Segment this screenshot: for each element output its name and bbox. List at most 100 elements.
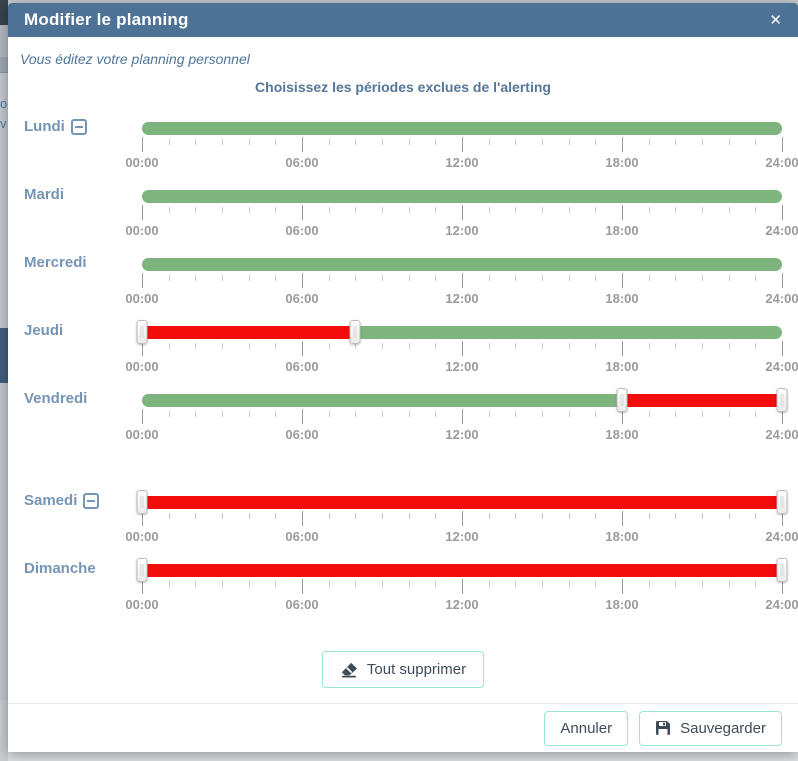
minor-tick [275,275,277,281]
slider-handle[interactable] [616,388,628,412]
minor-tick [675,275,677,281]
day-sliders-list: Lundi 00:00 06:00 12:00 18:00 24:00 Mardi 00:00… [8,113,798,623]
minor-tick [328,275,330,281]
minor-tick [542,139,543,145]
minor-tick [488,411,490,417]
time-range-slider-mercredi[interactable]: 00:00 06:00 12:00 18:00 24:00 [125,258,798,306]
tick-label: 12:00 [445,427,479,442]
edit-planning-modal: Modifier le planning ✕ Vous éditez votre… [8,3,798,752]
close-icon[interactable]: ✕ [769,11,782,29]
minor-tick [515,513,517,519]
minor-tick [408,581,410,587]
minor-tick [568,343,570,349]
minor-tick [168,411,170,417]
tick-label: 18:00 [605,291,639,306]
collapse-day-icon[interactable] [70,118,87,135]
clear-all-button[interactable]: Tout supprimer [321,651,485,688]
day-label-samedi: Samedi [24,492,78,509]
minor-tick [408,343,410,349]
tick-label: 18:00 [605,597,639,612]
slider-handle[interactable] [136,490,148,514]
tick-label: 18:00 [605,359,639,374]
time-range-slider-mardi[interactable]: 00:00 06:00 12:00 18:00 24:00 [125,190,798,238]
time-range-slider-lundi[interactable]: 00:00 06:00 12:00 18:00 24:00 [125,122,798,170]
slider-segment-active [142,122,782,135]
minor-tick [568,139,570,145]
minor-tick [568,513,570,519]
day-label-wrap-dimanche: Dimanche [24,560,96,577]
minor-tick [648,411,650,417]
minor-tick [382,411,383,417]
minor-tick [542,275,543,281]
background-band [0,700,8,761]
time-range-slider-jeudi[interactable]: 00:00 06:00 12:00 18:00 24:00 [125,320,798,374]
major-tick [462,579,463,594]
major-tick [142,273,143,288]
time-range-slider-samedi[interactable]: 00:00 06:00 12:00 18:00 24:00 [125,490,798,544]
slider-handle[interactable] [136,320,148,344]
minor-tick [755,207,757,213]
background-band [0,328,8,383]
major-tick [462,273,463,288]
minor-tick [648,581,650,587]
time-range-slider-vendredi[interactable]: 00:00 06:00 12:00 18:00 24:00 [125,388,798,442]
minor-tick [382,139,383,145]
tick-label: 06:00 [285,223,319,238]
slider-segment-active [142,394,622,407]
clear-all-label: Tout supprimer [366,661,467,678]
major-tick [622,205,623,220]
minor-tick [595,411,597,417]
minor-tick [515,581,517,587]
minor-tick [488,343,490,349]
save-button[interactable]: Sauvegarder [639,710,782,746]
minor-tick [382,343,383,349]
minor-tick [435,581,437,587]
minor-tick [222,275,223,281]
day-label-jeudi: Jeudi [24,322,64,339]
minor-tick [408,513,410,519]
cancel-button[interactable]: Annuler [544,710,629,746]
day-label-wrap-mercredi: Mercredi [24,254,87,271]
background-band [0,57,8,73]
minus-glyph [74,125,83,128]
minor-tick [728,513,730,519]
major-tick [302,579,303,594]
minor-tick [168,581,170,587]
tick-label: 24:00 [765,597,798,612]
slider-handle[interactable] [349,320,361,344]
slider-handle[interactable] [776,490,788,514]
major-tick [462,409,463,424]
tick-label: 12:00 [445,155,479,170]
day-label-lundi: Lundi [24,118,65,135]
background-band [0,383,8,700]
minor-tick [248,411,250,417]
minor-tick [328,207,330,213]
major-tick [302,409,303,424]
collapse-day-icon[interactable] [83,492,100,509]
minor-tick [328,513,330,519]
time-range-slider-dimanche[interactable]: 00:00 06:00 12:00 18:00 24:00 [125,558,798,612]
slider-handle[interactable] [776,388,788,412]
tick-label: 06:00 [285,359,319,374]
slider-handle[interactable] [776,558,788,582]
minor-tick [275,411,277,417]
save-label: Sauvegarder [680,719,766,737]
day-label-wrap-vendredi: Vendredi [24,390,87,407]
minor-tick [595,139,597,145]
minor-tick [675,513,677,519]
day-row-vendredi: Vendredi 00:00 06:00 12:00 18:00 24:00 [8,385,798,453]
minor-tick [275,139,277,145]
minor-tick [515,139,517,145]
tick-label: 00:00 [125,359,159,374]
minor-tick [568,207,570,213]
minor-tick [542,207,543,213]
major-tick [142,341,143,356]
minor-tick [408,411,410,417]
day-label-mardi: Mardi [24,186,65,203]
minor-tick [382,581,383,587]
minor-tick [702,581,703,587]
minor-tick [488,581,490,587]
slider-handle[interactable] [136,558,148,582]
tick-label: 06:00 [285,597,319,612]
minor-tick [355,207,357,213]
